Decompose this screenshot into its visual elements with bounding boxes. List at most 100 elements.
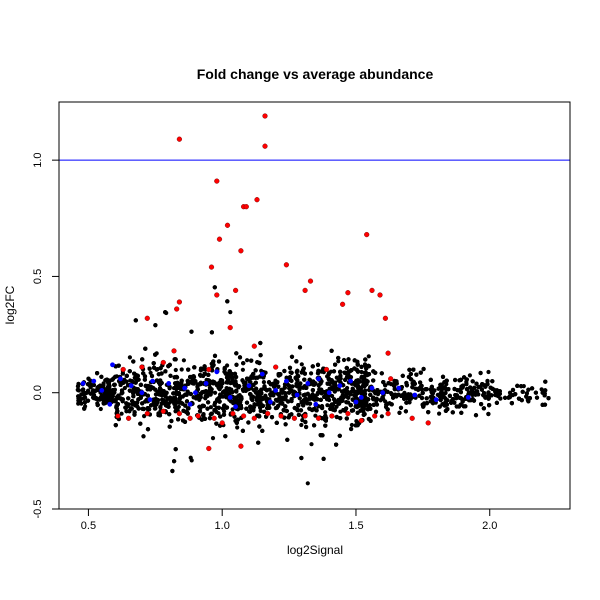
data-point-red: [144, 315, 150, 321]
data-point: [152, 365, 157, 370]
data-point: [171, 391, 176, 396]
data-point: [354, 404, 360, 410]
data-point: [287, 365, 293, 370]
data-point-blue: [214, 369, 220, 375]
data-point: [184, 399, 190, 404]
data-point-blue: [326, 390, 332, 396]
data-point-blue: [193, 390, 198, 396]
data-point: [352, 366, 357, 371]
data-point: [280, 401, 285, 406]
highlight-points-blue: [80, 362, 471, 410]
data-point: [178, 395, 183, 400]
data-point: [149, 373, 155, 379]
data-point: [483, 384, 488, 389]
data-point: [141, 434, 146, 439]
data-point: [295, 373, 300, 378]
data-point: [158, 366, 163, 371]
data-point: [218, 414, 223, 419]
data-point: [362, 374, 367, 380]
data-point: [299, 362, 304, 367]
data-point-red: [278, 413, 284, 419]
data-point: [334, 442, 339, 447]
data-point: [138, 421, 143, 426]
data-point: [217, 386, 222, 392]
data-point: [207, 378, 212, 383]
data-point: [124, 401, 129, 406]
data-point: [475, 389, 480, 394]
data-point: [542, 393, 547, 398]
data-point: [343, 377, 348, 382]
data-point: [452, 386, 457, 392]
data-point-red: [144, 411, 150, 417]
data-point: [108, 390, 113, 395]
data-point: [444, 402, 449, 407]
data-point: [259, 391, 264, 396]
data-point: [91, 395, 96, 400]
data-point: [224, 380, 229, 385]
data-point-red: [345, 290, 351, 296]
data-point-red: [302, 287, 308, 294]
data-point: [319, 379, 324, 384]
data-point: [185, 389, 190, 394]
data-point: [260, 428, 265, 433]
data-point: [116, 393, 121, 398]
data-point: [131, 359, 136, 364]
data-point: [464, 387, 470, 392]
data-point: [147, 366, 152, 371]
data-point: [163, 390, 168, 395]
data-point-blue: [150, 378, 156, 384]
data-point: [421, 366, 426, 372]
data-point: [156, 372, 161, 377]
data-point-red: [340, 301, 346, 307]
data-point: [330, 385, 335, 390]
data-point: [437, 404, 442, 409]
data-point-red: [369, 287, 375, 294]
data-point: [543, 379, 548, 384]
data-point-blue: [353, 399, 359, 405]
data-point: [366, 354, 371, 359]
data-point: [287, 390, 292, 395]
data-point-red: [176, 136, 183, 142]
data-point: [158, 380, 163, 385]
data-point-red: [251, 343, 257, 349]
data-point: [393, 392, 398, 397]
data-point: [148, 370, 153, 375]
data-point: [458, 402, 463, 407]
data-point: [155, 367, 160, 372]
data-point: [386, 381, 391, 386]
data-point: [132, 410, 137, 415]
data-point: [392, 383, 397, 388]
data-point: [462, 375, 467, 380]
data-point: [211, 381, 216, 386]
data-point: [373, 391, 378, 396]
data-point: [206, 372, 211, 377]
data-point: [258, 353, 263, 358]
data-point: [385, 389, 390, 394]
data-point-red: [377, 292, 383, 298]
data-point: [248, 392, 253, 397]
data-point: [429, 390, 434, 395]
data-point-blue: [118, 376, 123, 382]
data-point: [365, 407, 370, 412]
data-point: [450, 410, 455, 415]
data-point: [355, 369, 361, 374]
data-point: [326, 377, 331, 382]
data-point: [246, 420, 251, 425]
data-point-blue: [465, 395, 471, 400]
data-point: [167, 362, 172, 367]
data-point: [303, 419, 308, 425]
data-point: [490, 386, 495, 391]
data-point: [507, 390, 513, 395]
data-point-red: [187, 415, 193, 421]
data-point-blue: [227, 395, 233, 400]
data-point: [438, 390, 444, 395]
data-point-blue: [369, 385, 375, 391]
data-point: [526, 387, 531, 392]
data-point: [530, 386, 535, 391]
data-point: [255, 393, 260, 398]
data-point-red: [230, 411, 236, 417]
data-point: [298, 381, 303, 386]
data-point: [142, 374, 148, 379]
data-point: [194, 396, 199, 401]
data-point: [225, 299, 230, 304]
